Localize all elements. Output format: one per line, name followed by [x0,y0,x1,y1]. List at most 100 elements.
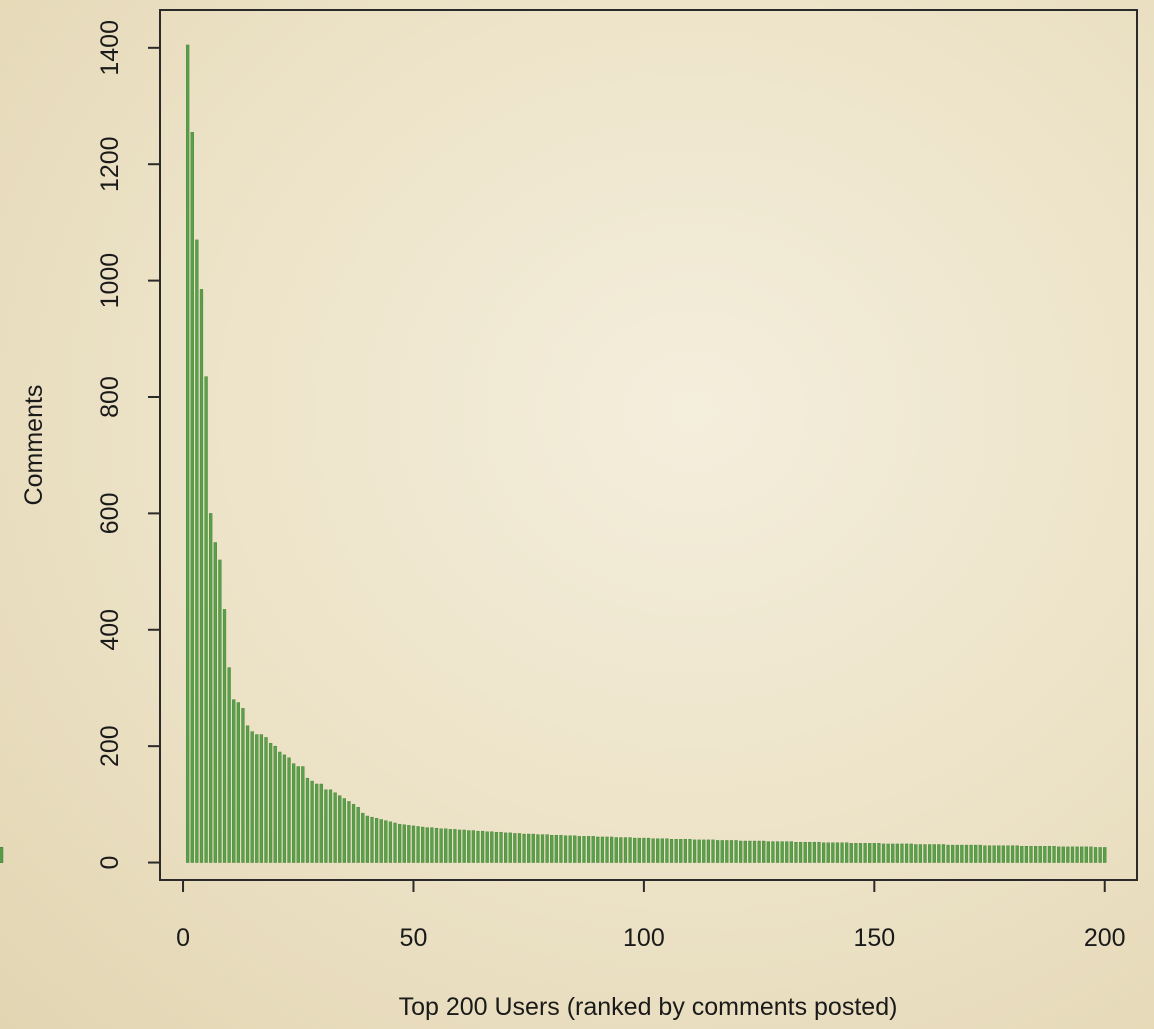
bar [573,835,577,863]
bar [628,837,632,863]
y-tick-label: 1000 [96,253,124,309]
bar [370,816,374,863]
bar [236,702,240,863]
bar [1033,846,1038,863]
bar [992,845,996,863]
bar [499,832,503,863]
bar [817,841,821,863]
bar [729,840,734,863]
bar [264,737,268,863]
bar [195,239,199,863]
bar [213,542,217,863]
bar [1066,846,1070,863]
bar [605,836,609,863]
bar [669,839,674,863]
bar [494,832,499,863]
bar [969,844,973,863]
bar [374,818,379,863]
bar [1015,845,1019,863]
bar [739,840,743,863]
bar [448,829,452,863]
bar [831,842,835,863]
bar [467,830,471,863]
bar [209,513,213,863]
bar [900,843,904,863]
bar [997,845,1001,863]
bar [430,827,434,863]
bar [333,792,337,863]
bar [536,834,540,863]
bar [577,836,582,863]
bar [978,844,982,863]
bar [845,842,849,863]
bar [315,783,319,863]
bar [1098,847,1102,863]
bar [421,826,425,863]
bar [444,828,448,863]
bar [619,837,623,863]
x-tick-label: 150 [853,924,895,952]
bar [268,743,273,863]
bar [250,731,254,863]
bar [637,837,641,863]
bar [927,844,932,863]
bar [909,843,913,863]
y-tick-label: 0 [96,856,124,870]
bar [633,837,637,863]
bar [849,843,853,863]
bar [453,829,457,863]
bar [877,843,881,863]
bar [439,828,443,863]
bar [904,843,909,863]
bar [941,844,946,863]
bar [826,842,830,863]
bar [683,839,688,863]
bar [697,839,701,863]
bar [835,842,840,863]
bar [199,289,204,863]
bar [407,825,411,863]
bar [863,843,867,863]
bar [278,751,282,863]
bar [531,833,535,863]
x-tick-label: 50 [400,924,428,952]
bar [674,839,678,863]
bar [937,844,941,863]
bar [540,834,545,863]
bar [476,830,480,863]
bar [1070,846,1075,863]
bar [974,844,978,863]
bar [651,838,655,863]
bar [1061,846,1065,863]
bar [775,841,780,863]
bar [596,836,600,863]
bar [591,836,595,863]
bar [665,838,669,863]
bar [563,835,568,863]
bar [840,842,844,863]
bar [692,839,697,863]
bar [545,834,549,863]
y-axis: 0 200 400 600 800 1000 1200 1400 [96,20,160,869]
bar [480,830,485,863]
bar [328,789,333,863]
bar [186,44,190,863]
bar [987,845,992,863]
y-tick-label: 800 [96,376,124,418]
y-tick-label: 600 [96,493,124,535]
bar [785,841,789,863]
bar [508,832,512,863]
bar [379,819,383,863]
bar [702,839,706,863]
bar [983,845,987,863]
bar [725,840,729,863]
bar [241,708,245,863]
bar [301,766,305,863]
bar [610,836,614,863]
bar [1103,847,1107,863]
bar [688,839,692,863]
bar [1080,846,1084,863]
bar [1084,846,1088,863]
bar [951,844,955,863]
bar [623,837,628,863]
